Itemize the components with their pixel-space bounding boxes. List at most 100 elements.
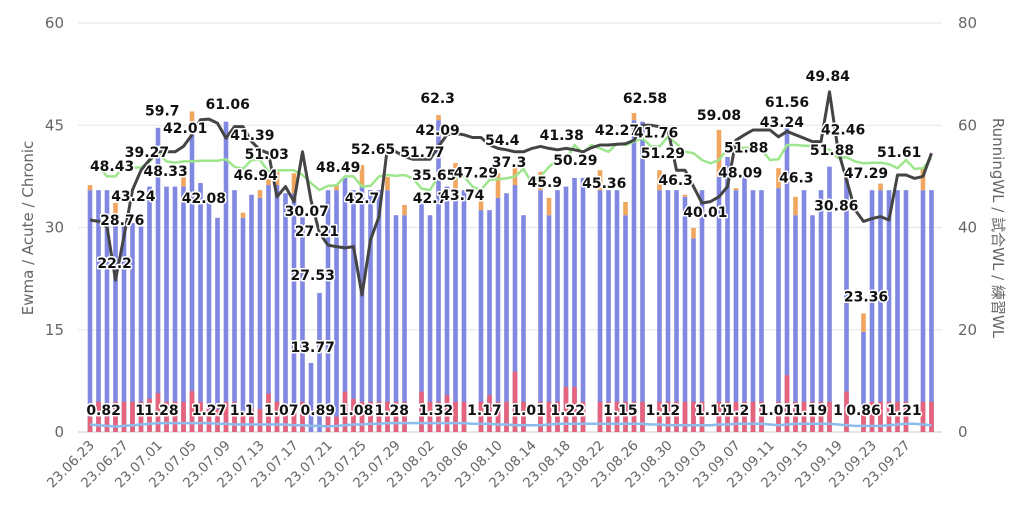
data-label: 1.17 <box>467 403 502 419</box>
bar-orange <box>274 171 280 186</box>
bar-blue <box>597 190 603 432</box>
bar-red <box>359 401 365 432</box>
data-label: 46.3 <box>779 171 814 187</box>
data-label: 61.06 <box>206 97 250 113</box>
bar-blue <box>130 222 135 432</box>
bar-blue <box>606 190 611 432</box>
bar-blue <box>172 186 178 432</box>
bar-blue <box>104 190 110 432</box>
gridlines <box>78 22 942 433</box>
bar-blue <box>342 177 348 432</box>
bar-red <box>878 401 883 432</box>
bar-blue <box>657 190 662 432</box>
data-label: 1.12 <box>646 403 681 419</box>
bar-red <box>546 401 552 432</box>
bar-blue <box>886 190 892 432</box>
bar-orange <box>682 194 688 197</box>
bar-blue <box>138 226 144 432</box>
bar-red <box>274 401 280 432</box>
data-label: 51.61 <box>877 145 921 161</box>
bar-orange <box>436 115 441 121</box>
bar-blue <box>385 190 390 432</box>
bar-blue <box>929 190 934 432</box>
bar-blue <box>895 190 900 432</box>
bar-orange <box>385 176 390 191</box>
bar-orange <box>113 202 118 217</box>
bar-red <box>291 408 297 432</box>
data-label: 43.24 <box>760 115 805 131</box>
bar-orange <box>181 176 186 187</box>
bar-blue <box>538 190 543 432</box>
bar-red <box>351 398 356 432</box>
bar-red <box>776 401 781 432</box>
bar-blue <box>631 120 637 432</box>
bar-blue <box>198 183 203 432</box>
data-label: 47.29 <box>454 165 498 181</box>
data-label: 45.9 <box>527 175 562 191</box>
bar-blue <box>215 217 220 432</box>
bar-blue <box>572 177 577 432</box>
bar-red <box>886 401 892 432</box>
data-label: 1.07 <box>264 403 299 419</box>
bar-blue <box>546 215 552 432</box>
bar-blue <box>725 156 730 432</box>
bar-blue <box>699 190 705 432</box>
bar-blue <box>580 177 586 432</box>
data-label: 1.1 <box>230 403 255 419</box>
left-axis-title: Ewma / Acute / Chronic <box>19 141 37 316</box>
bar-red <box>682 401 688 432</box>
bar-blue <box>240 217 246 432</box>
bar-blue <box>300 217 305 432</box>
data-label: 51.03 <box>245 147 289 163</box>
bar-blue <box>521 215 526 432</box>
bar-blue <box>427 215 433 432</box>
data-label: 40.01 <box>683 205 727 221</box>
bar-red <box>436 401 441 432</box>
bar-red <box>402 401 407 432</box>
bar-orange <box>631 112 637 121</box>
data-label: 1.2 <box>724 403 749 419</box>
bar-blue <box>283 193 288 432</box>
data-label: 42.01 <box>163 121 207 137</box>
data-label: 0.89 <box>301 403 336 419</box>
bar-blue <box>257 197 263 432</box>
bar-blue <box>869 190 875 432</box>
bar-red <box>368 401 373 432</box>
data-label: 51.77 <box>400 145 444 161</box>
bar-red <box>810 401 815 432</box>
bar-red <box>631 401 637 432</box>
bar-red <box>478 401 484 432</box>
bar-red <box>325 416 331 432</box>
bar-orange <box>334 185 339 191</box>
bar-red <box>249 408 254 432</box>
bar-blue <box>113 216 118 432</box>
bar-orange <box>861 313 866 332</box>
data-label: 51.29 <box>641 146 685 162</box>
data-label: 59.08 <box>697 108 741 124</box>
bar-red <box>232 401 237 432</box>
bar-blue <box>351 190 356 432</box>
data-label: 1.28 <box>144 403 179 419</box>
bar-orange <box>716 129 722 177</box>
line-green <box>90 135 933 192</box>
bar-blue <box>495 197 501 432</box>
bar-red <box>172 401 178 432</box>
bar-blue <box>623 215 628 432</box>
bar-orange <box>478 199 484 211</box>
bar-red <box>793 401 798 432</box>
bar-blue <box>461 190 467 432</box>
data-label: 62.58 <box>623 91 667 107</box>
data-label: 52.65 <box>351 142 395 158</box>
bar-red <box>844 391 849 432</box>
bar-blue <box>512 185 518 432</box>
bar-blue <box>716 176 722 432</box>
bar-red <box>827 401 832 432</box>
data-label: 1 <box>135 403 145 419</box>
bar-orange <box>266 171 271 186</box>
bar-orange <box>495 173 501 198</box>
bar-red <box>427 401 433 432</box>
bar-orange <box>257 190 263 198</box>
data-label: 42.7 <box>413 191 448 207</box>
data-label: 62.3 <box>420 91 455 107</box>
data-label: 1 <box>833 403 843 419</box>
